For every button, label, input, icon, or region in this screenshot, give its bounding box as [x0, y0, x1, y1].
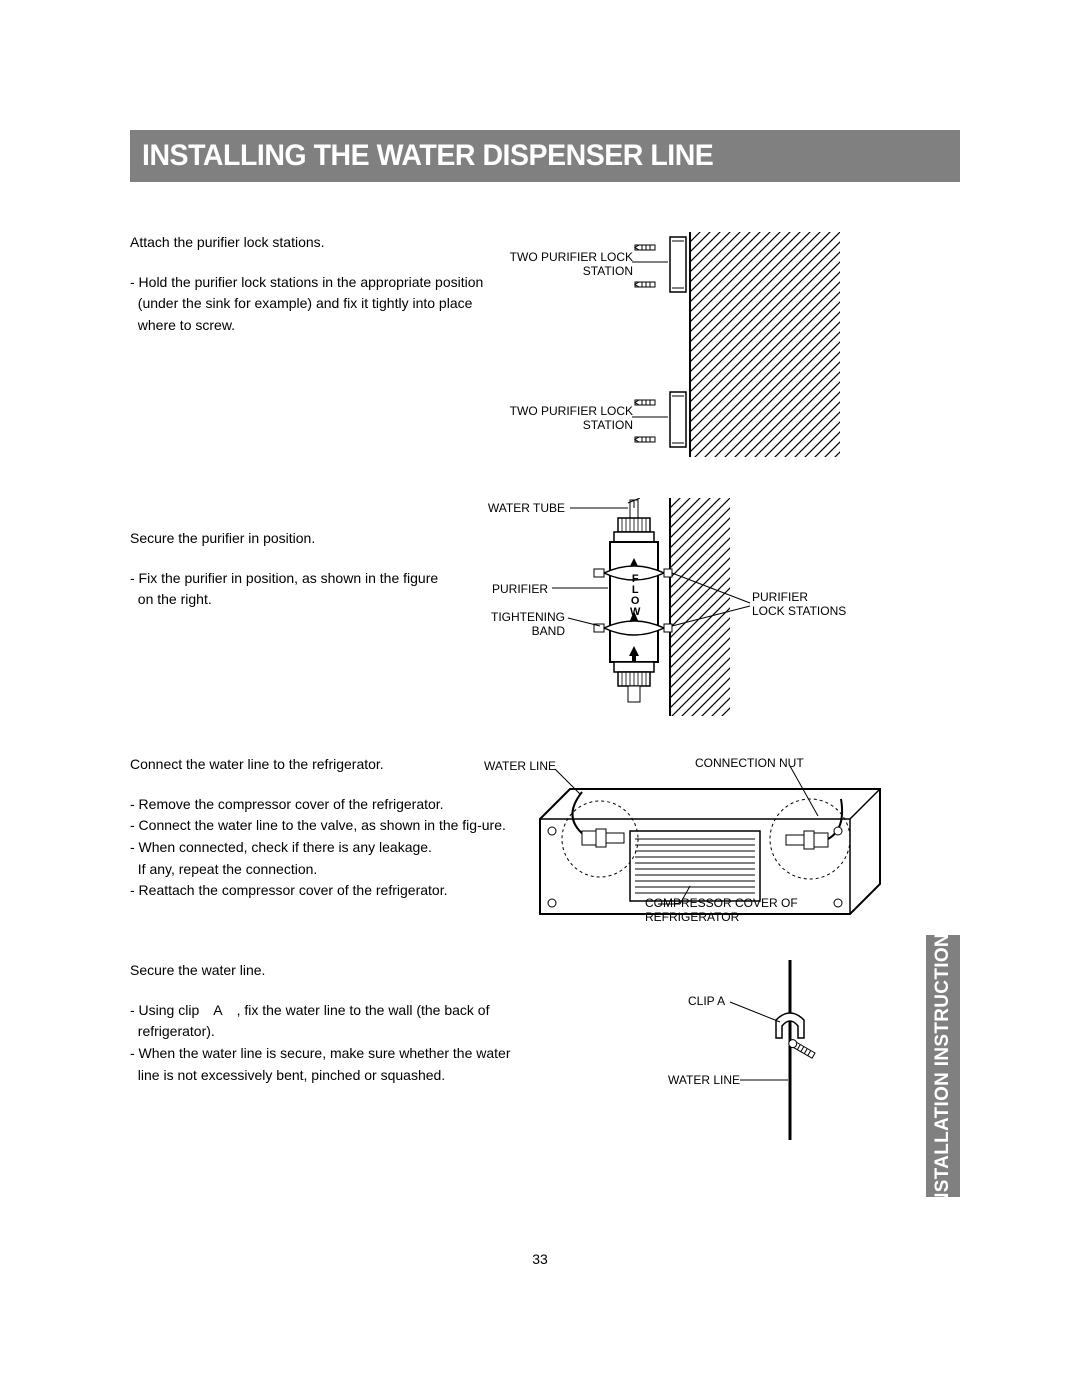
side-tab: INSTALLATION INSTRUCTIONS	[926, 935, 960, 1197]
step-3-lead: Connect the water line to the refrigerat…	[130, 754, 540, 776]
step-1-detail: - Hold the purifier lock stations in the…	[130, 272, 490, 337]
step-4-detail: - Using clip A , fix the water line to t…	[130, 1000, 580, 1087]
step-3: Connect the water line to the refrigerat…	[130, 754, 960, 924]
step-2-detail: - Fix the purifier in position, as shown…	[130, 568, 490, 611]
step-4: Secure the water line. - Using clip A , …	[130, 960, 960, 1140]
step-1: Attach the purifier lock stations. - Hol…	[130, 232, 960, 462]
label-compressor-cover: COMPRESSOR COVER OF REFRIGERATOR	[645, 896, 798, 925]
step-2-diagram: WATER TUBE PURIFIER TIGHTENING BAND PURI…	[490, 498, 960, 718]
label-lock-station-1: TWO PURIFIER LOCK STATION	[508, 250, 633, 279]
step-3-text: Connect the water line to the refrigerat…	[130, 754, 540, 902]
label-flow: F L O W	[630, 574, 640, 618]
step-4-diagram: CLIP A WATER LINE	[580, 960, 960, 1140]
step-2-lead: Secure the purifier in position.	[130, 528, 490, 550]
label-water-line: WATER LINE	[484, 759, 556, 773]
step-2-text: Secure the purifier in position. - Fix t…	[130, 498, 490, 611]
step-1-diagram: TWO PURIFIER LOCK STATION TWO PURIFIER L…	[490, 232, 960, 462]
step-3-detail: - Remove the compressor cover of the ref…	[130, 794, 540, 902]
label-clip-a: CLIP A	[688, 994, 725, 1008]
label-lock-stations: PURIFIER LOCK STATIONS	[752, 590, 846, 619]
label-connection-nut: CONNECTION NUT	[695, 756, 804, 770]
side-tab-label: INSTALLATION INSTRUCTIONS	[932, 920, 954, 1212]
section-title: INSTALLING THE WATER DISPENSER LINE	[142, 139, 713, 173]
step-4-text: Secure the water line. - Using clip A , …	[130, 960, 580, 1086]
label-band: TIGHTENING BAND	[480, 610, 565, 639]
page-number: 33	[0, 1251, 1080, 1267]
section-title-bar: INSTALLING THE WATER DISPENSER LINE	[130, 130, 960, 182]
step-3-diagram: WATER LINE CONNECTION NUT COMPRESSOR COV…	[490, 754, 960, 924]
label-purifier: PURIFIER	[488, 582, 548, 596]
label-lock-station-2: TWO PURIFIER LOCK STATION	[508, 404, 633, 433]
step-4-lead: Secure the water line.	[130, 960, 580, 982]
clip-diagram-icon	[580, 960, 860, 1140]
purifier-diagram-icon	[490, 498, 920, 718]
label-water-tube: WATER TUBE	[485, 501, 565, 515]
label-water-line-2: WATER LINE	[668, 1073, 740, 1087]
step-2: Secure the purifier in position. - Fix t…	[130, 498, 960, 718]
step-1-text: Attach the purifier lock stations. - Hol…	[130, 232, 490, 337]
step-1-lead: Attach the purifier lock stations.	[130, 232, 490, 254]
document-page: INSTALLING THE WATER DISPENSER LINE Atta…	[0, 0, 1080, 1397]
